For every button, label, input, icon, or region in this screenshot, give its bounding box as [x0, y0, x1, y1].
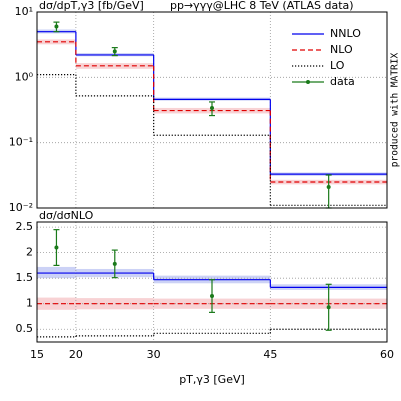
uncertainty-band [75, 63, 154, 69]
y-tick-label: 10¹ [15, 5, 33, 18]
x-axis-title: pT,γ3 [GeV] [179, 373, 245, 386]
x-tick-label: 30 [147, 348, 161, 361]
x-tick-label: 20 [69, 348, 83, 361]
y-tick-label: 2 [26, 246, 33, 259]
y-tick-label: 0.5 [16, 322, 34, 335]
data-point [54, 245, 59, 250]
x-tick-label: 60 [380, 348, 394, 361]
data-point [112, 49, 117, 54]
data-point [210, 294, 214, 299]
plot-frame [36, 221, 388, 343]
legend-label: NLO [330, 43, 353, 56]
chart-title: pp→γγγ@LHC 8 TeV (ATLAS data) [170, 0, 354, 12]
data-point [54, 24, 59, 29]
plot-frame [36, 11, 388, 209]
y-tick-label: 10⁰ [15, 70, 34, 83]
y-axis-title: dσ/dpT,γ3 [fb/GeV] [39, 0, 144, 12]
data-point [326, 305, 331, 310]
legend-label: data [330, 75, 355, 88]
y-tick-label: 1 [26, 297, 33, 310]
data-point [112, 261, 117, 266]
legend-swatch [306, 80, 310, 84]
x-tick-label: 15 [30, 348, 44, 361]
data-point [210, 105, 214, 110]
y-tick-label: 10⁻¹ [9, 136, 33, 149]
y-axis-title: dσ/dσNLO [39, 209, 94, 222]
uncertainty-band [75, 298, 154, 310]
y-tick-label: 10⁻² [9, 201, 33, 214]
data-point [326, 184, 331, 189]
legend-label: NNLO [330, 27, 361, 40]
legend-label: LO [330, 59, 345, 72]
x-tick-label: 45 [263, 348, 277, 361]
side-note: produced with MATRIX [390, 53, 401, 168]
y-tick-label: 2.5 [16, 220, 34, 233]
y-tick-label: 1.5 [16, 271, 34, 284]
